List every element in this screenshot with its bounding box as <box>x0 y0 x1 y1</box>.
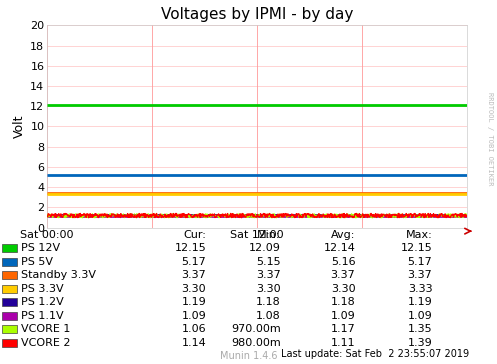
Text: PS 1.2V: PS 1.2V <box>21 297 64 307</box>
Text: 3.30: 3.30 <box>181 284 206 294</box>
Text: 12.15: 12.15 <box>174 243 206 253</box>
Text: PS 1.1V: PS 1.1V <box>21 310 64 321</box>
Text: 1.17: 1.17 <box>331 324 355 334</box>
Text: RRDTOOL / TOBI OETIKER: RRDTOOL / TOBI OETIKER <box>487 92 493 185</box>
Text: 3.33: 3.33 <box>408 284 432 294</box>
Text: 1.09: 1.09 <box>408 310 432 321</box>
Text: 1.19: 1.19 <box>181 297 206 307</box>
Text: 3.30: 3.30 <box>331 284 355 294</box>
Text: 1.19: 1.19 <box>408 297 432 307</box>
Text: 5.17: 5.17 <box>181 257 206 267</box>
Text: 1.09: 1.09 <box>181 310 206 321</box>
Text: 12.09: 12.09 <box>249 243 281 253</box>
Text: 5.16: 5.16 <box>331 257 355 267</box>
Text: 1.08: 1.08 <box>256 310 281 321</box>
Text: 1.06: 1.06 <box>181 324 206 334</box>
Text: PS 5V: PS 5V <box>21 257 53 267</box>
Text: Standby 3.3V: Standby 3.3V <box>21 270 96 280</box>
Text: 12.15: 12.15 <box>401 243 432 253</box>
Text: 3.37: 3.37 <box>256 270 281 280</box>
Text: 1.09: 1.09 <box>331 310 355 321</box>
Text: 970.00m: 970.00m <box>231 324 281 334</box>
Text: 5.17: 5.17 <box>408 257 432 267</box>
Text: Munin 1.4.6: Munin 1.4.6 <box>220 351 277 361</box>
Text: VCORE 2: VCORE 2 <box>21 337 71 348</box>
Title: Voltages by IPMI - by day: Voltages by IPMI - by day <box>161 7 353 21</box>
Text: 980.00m: 980.00m <box>231 337 281 348</box>
Text: 1.18: 1.18 <box>331 297 355 307</box>
Text: Last update: Sat Feb  2 23:55:07 2019: Last update: Sat Feb 2 23:55:07 2019 <box>281 349 469 359</box>
Text: 1.18: 1.18 <box>256 297 281 307</box>
Text: 12.14: 12.14 <box>324 243 355 253</box>
Text: 3.37: 3.37 <box>408 270 432 280</box>
Text: Cur:: Cur: <box>183 230 206 240</box>
Text: 1.11: 1.11 <box>331 337 355 348</box>
Text: Avg:: Avg: <box>331 230 355 240</box>
Text: 3.37: 3.37 <box>181 270 206 280</box>
Text: Max:: Max: <box>406 230 432 240</box>
Text: Min:: Min: <box>257 230 281 240</box>
Text: 3.30: 3.30 <box>256 284 281 294</box>
Text: 1.14: 1.14 <box>181 337 206 348</box>
Text: 1.39: 1.39 <box>408 337 432 348</box>
Text: 3.37: 3.37 <box>331 270 355 280</box>
Text: PS 12V: PS 12V <box>21 243 61 253</box>
Text: 1.35: 1.35 <box>408 324 432 334</box>
Text: VCORE 1: VCORE 1 <box>21 324 71 334</box>
Text: 5.15: 5.15 <box>256 257 281 267</box>
Text: PS 3.3V: PS 3.3V <box>21 284 64 294</box>
Y-axis label: Volt: Volt <box>13 115 26 138</box>
